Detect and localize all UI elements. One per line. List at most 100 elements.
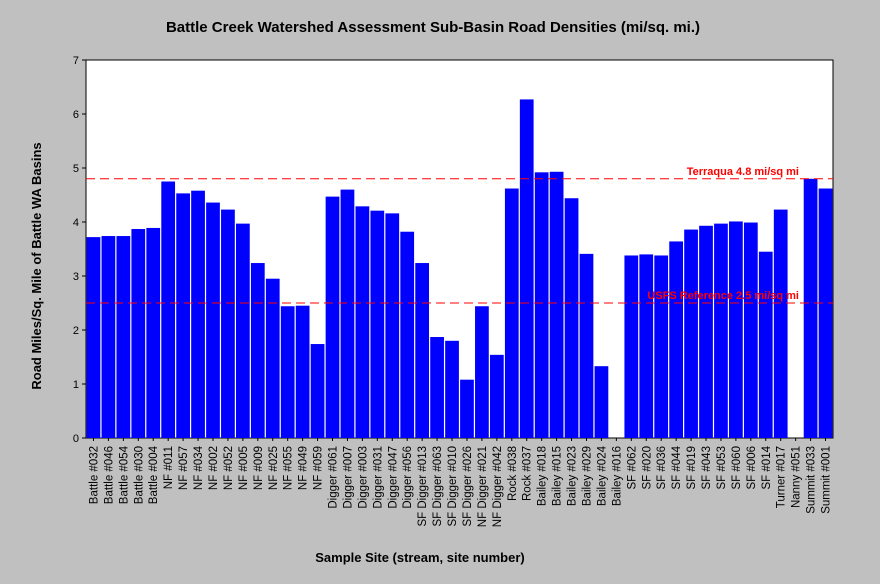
bar-18 [355, 206, 370, 438]
bar-43 [729, 221, 743, 438]
bar-45 [758, 251, 773, 438]
bar-16 [325, 196, 340, 438]
bar-7 [191, 190, 205, 438]
bar-14 [295, 305, 310, 438]
x-tick-label-47: Nanny #051 [791, 446, 803, 508]
bar-29 [519, 99, 534, 439]
bar-8 [206, 202, 220, 438]
bar-2 [116, 236, 131, 438]
bar-12 [265, 278, 280, 438]
bar-24 [445, 340, 459, 438]
x-tick-label-18: Digger #003 [357, 446, 369, 509]
x-tick-label-40: SF #019 [686, 446, 698, 489]
bar-1 [101, 236, 116, 438]
reference-label-0: Terraqua 4.8 mi/sq mi [687, 166, 799, 178]
x-tick-label-9: NF #052 [223, 446, 235, 490]
bar-32 [564, 198, 579, 438]
x-tick-label-15: NF #059 [313, 446, 325, 490]
x-tick-label-22: SF Digger #013 [417, 446, 429, 527]
bar-19 [370, 210, 385, 438]
bar-41 [699, 225, 713, 438]
bar-11 [250, 263, 265, 438]
x-tick-label-43: SF #060 [731, 446, 743, 489]
x-tick-label-41: SF #043 [701, 446, 713, 489]
reference-label-1: USFS Reference 2.5 mi/sq mi [647, 290, 799, 302]
bar-26 [475, 306, 489, 438]
x-tick-label-10: NF #005 [238, 446, 250, 490]
x-tick-label-3: Battle #030 [133, 446, 145, 504]
x-tick-label-34: Bailey #024 [596, 445, 608, 506]
x-tick-label-45: SF #014 [761, 445, 773, 489]
x-axis-label: Sample Site (stream, site number) [315, 550, 525, 565]
bar-5 [161, 181, 176, 438]
bar-36 [624, 255, 639, 438]
bar-15 [310, 344, 325, 438]
x-tick-label-30: Bailey #018 [537, 446, 549, 506]
bar-44 [743, 222, 758, 438]
x-tick-label-48: Summit #033 [806, 446, 818, 514]
bar-38 [654, 255, 669, 438]
bar-39 [669, 241, 683, 438]
x-tick-label-17: Digger #007 [342, 446, 354, 509]
bar-40 [684, 229, 698, 438]
bar-0 [86, 237, 101, 438]
bar-9 [221, 209, 235, 438]
x-tick-label-38: SF #036 [656, 446, 668, 489]
bar-20 [385, 213, 400, 438]
y-tick-label-7: 7 [73, 55, 79, 67]
x-tick-label-19: Digger #031 [372, 446, 384, 509]
x-tick-label-26: NF Digger #021 [477, 446, 489, 527]
x-tick-label-13: NF #055 [283, 446, 295, 490]
x-tick-label-28: Rock #038 [507, 446, 519, 501]
bar-28 [504, 188, 519, 438]
bar-6 [176, 193, 190, 438]
bar-17 [340, 189, 355, 438]
x-tick-label-1: Battle #046 [103, 446, 115, 504]
y-tick-label-5: 5 [73, 163, 79, 175]
x-tick-label-46: Turner #017 [776, 446, 788, 508]
bar-3 [131, 229, 146, 438]
x-tick-label-39: SF #044 [671, 445, 683, 489]
x-tick-label-20: Digger #047 [387, 446, 399, 509]
y-tick-label-0: 0 [73, 433, 79, 445]
y-tick-label-1: 1 [73, 379, 79, 391]
y-tick-label-2: 2 [73, 325, 79, 337]
x-tick-label-23: SF Digger #063 [432, 446, 444, 527]
x-tick-label-4: Battle #004 [148, 445, 160, 504]
x-tick-label-35: Bailey #016 [611, 446, 623, 506]
x-tick-label-42: SF #053 [716, 446, 728, 489]
x-tick-label-2: Battle #054 [118, 445, 130, 504]
bar-33 [579, 253, 594, 438]
x-tick-label-49: Summit #001 [821, 446, 833, 514]
x-tick-label-32: Bailey #023 [567, 446, 579, 506]
bar-49 [818, 188, 833, 438]
y-tick-label-4: 4 [73, 217, 79, 229]
bar-37 [639, 254, 654, 438]
bar-10 [236, 223, 250, 438]
x-tick-label-24: SF Digger #010 [447, 446, 459, 527]
x-tick-label-29: Rock #037 [522, 446, 534, 501]
x-tick-label-44: SF #006 [746, 446, 758, 489]
y-tick-label-3: 3 [73, 271, 79, 283]
x-tick-label-21: Digger #056 [402, 446, 414, 509]
y-tick-label-6: 6 [73, 109, 79, 121]
x-tick-label-31: Bailey #015 [552, 446, 564, 506]
bar-23 [430, 337, 444, 438]
y-axis-label: Road Miles/Sq. Mile of Battle WA Basins [29, 142, 44, 389]
x-tick-label-27: NF Digger #042 [492, 446, 504, 527]
x-tick-label-16: Digger #061 [328, 446, 340, 509]
x-tick-label-33: Bailey #029 [581, 446, 593, 506]
x-tick-label-36: SF #062 [626, 446, 638, 489]
bar-27 [489, 354, 504, 438]
x-tick-label-5: NF #011 [163, 446, 175, 489]
bar-42 [714, 223, 728, 438]
bar-46 [773, 209, 788, 438]
x-tick-label-0: Battle #032 [88, 446, 100, 504]
x-tick-label-37: SF #020 [641, 446, 653, 489]
chart-title: Battle Creek Watershed Assessment Sub-Ba… [166, 19, 700, 36]
bar-13 [280, 306, 295, 438]
x-tick-label-11: NF #009 [253, 446, 265, 490]
x-tick-label-8: NF #002 [208, 446, 220, 490]
bar-21 [400, 231, 415, 438]
